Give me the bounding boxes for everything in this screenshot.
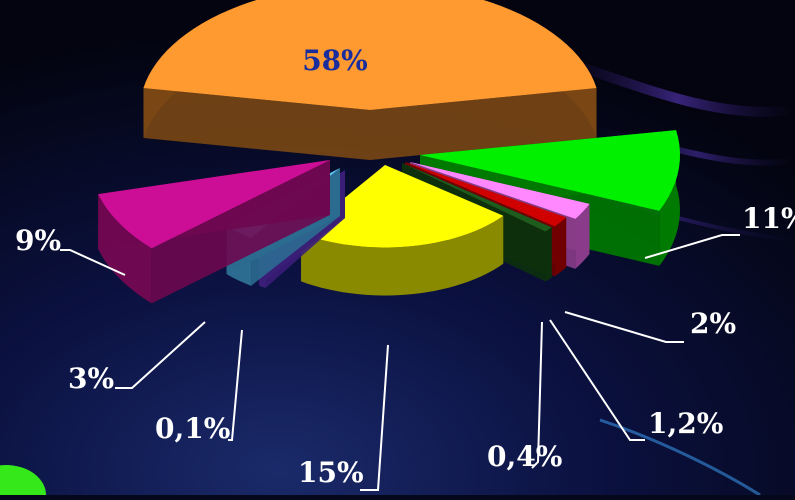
pie-slice-9 (98, 160, 331, 304)
data-label: 2% (690, 307, 736, 340)
pie-slice-wall (143, 88, 370, 160)
data-label: 9% (15, 224, 61, 257)
pie-slice-top (143, 0, 597, 110)
leader-line (60, 249, 126, 276)
data-label: 3% (68, 362, 114, 395)
data-label: 1,2% (648, 407, 723, 440)
data-label: 0,4% (487, 440, 562, 473)
pie-slice-1 (143, 0, 597, 160)
pie-slice-6 (301, 165, 504, 296)
pie-slice-top (405, 162, 567, 227)
leader-line (531, 321, 543, 469)
pie-slice-side (301, 215, 504, 296)
pie-slice-top (98, 160, 331, 249)
corner-glow (0, 465, 46, 500)
leader-line (228, 329, 243, 441)
leader-line (564, 311, 684, 343)
leader-line (360, 344, 389, 491)
leader-line (644, 234, 740, 259)
data-label: 58% (302, 44, 368, 77)
leader-line (115, 321, 206, 389)
pie-slice-side (659, 130, 680, 266)
pie-slice-top (402, 163, 552, 232)
leader-line (549, 319, 645, 441)
pie-slice-top (410, 162, 590, 219)
pie-slice-top (420, 130, 680, 211)
pie-slice-wall (370, 88, 597, 160)
pie-slice-top (301, 165, 504, 248)
data-label: 0,1% (155, 412, 230, 445)
data-label: 15% (298, 456, 364, 489)
data-label: 11% (742, 202, 795, 235)
